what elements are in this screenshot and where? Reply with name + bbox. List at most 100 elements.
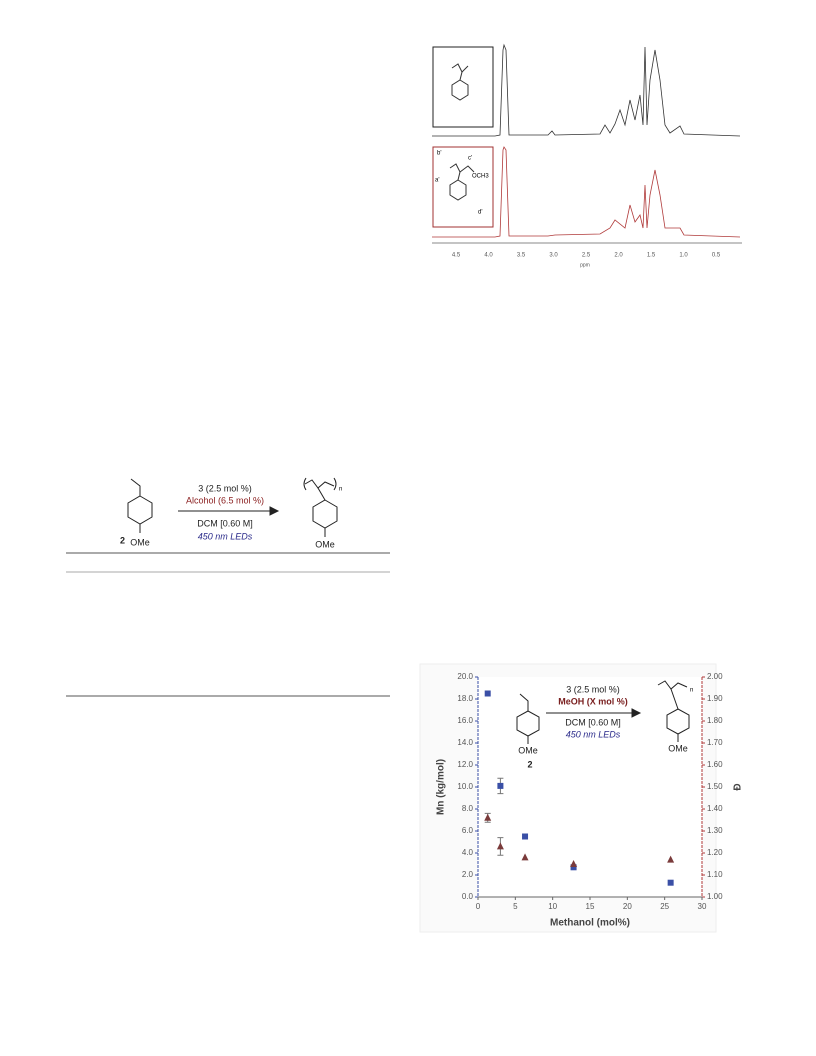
y-tick-label: 20.0 bbox=[457, 672, 473, 681]
ppm-title: ppm bbox=[580, 262, 590, 268]
x-tick-label: 25 bbox=[660, 902, 669, 911]
chain bbox=[451, 63, 469, 73]
plot-area bbox=[478, 677, 702, 897]
bond bbox=[459, 71, 463, 81]
y2-tick-label: 1.90 bbox=[707, 694, 723, 703]
table-rules bbox=[66, 552, 390, 697]
chain bbox=[304, 479, 335, 489]
substituent: OMe bbox=[130, 537, 150, 547]
arrowhead bbox=[269, 506, 280, 516]
ppm-label: 0.5 bbox=[712, 253, 721, 259]
vinyl bbox=[519, 693, 529, 711]
structure-label: b' bbox=[437, 151, 441, 157]
y-axis-title: Mn (kg/mol) bbox=[436, 759, 447, 815]
y2-tick-label: 1.20 bbox=[707, 848, 723, 857]
ring bbox=[449, 179, 467, 201]
y-tick-label: 14.0 bbox=[457, 738, 473, 747]
additive: Alcohol (6.5 mol %) bbox=[186, 495, 264, 505]
x-tick-label: 20 bbox=[623, 902, 632, 911]
arrowhead bbox=[631, 708, 642, 718]
ppm-label: 4.5 bbox=[452, 253, 461, 259]
point bbox=[570, 864, 577, 871]
y-tick-label: 8.0 bbox=[462, 804, 474, 813]
y2-tick-label: 1.30 bbox=[707, 826, 723, 835]
structure-label: c' bbox=[468, 156, 472, 162]
compound-label: 2 bbox=[527, 759, 532, 769]
point bbox=[497, 782, 504, 789]
spectrum-red bbox=[432, 146, 741, 238]
solvent: DCM [0.60 M] bbox=[197, 518, 253, 528]
x-axis-title: Methanol (mol%) bbox=[550, 918, 630, 929]
y2-tick-label: 1.70 bbox=[707, 738, 723, 747]
bond bbox=[317, 487, 326, 501]
y2-tick-label: 1.80 bbox=[707, 716, 723, 725]
point bbox=[484, 690, 491, 697]
chain bbox=[449, 163, 475, 173]
point bbox=[484, 813, 492, 821]
y2-tick-label: 1.00 bbox=[707, 892, 723, 901]
x-tick-label: 5 bbox=[513, 902, 518, 911]
y-tick-label: 4.0 bbox=[462, 848, 474, 857]
x-tick-label: 30 bbox=[698, 902, 707, 911]
y2-tick-label: 1.10 bbox=[707, 870, 723, 879]
y-tick-label: 12.0 bbox=[457, 760, 473, 769]
bracket bbox=[303, 477, 337, 491]
ppm-label: 1.0 bbox=[679, 253, 688, 259]
ring bbox=[451, 79, 469, 101]
ppm-label: 3.5 bbox=[517, 253, 526, 259]
ppm-label: 4.0 bbox=[484, 253, 493, 259]
x-tick-label: 15 bbox=[586, 902, 595, 911]
ppm-ticks: 4.5 4.0 3.5 3.0 2.5 2.0 1.5 1.0 0.5 bbox=[452, 253, 721, 259]
bond bbox=[457, 171, 461, 181]
point bbox=[570, 860, 578, 867]
y-tick-label: 18.0 bbox=[457, 694, 473, 703]
bond bbox=[670, 688, 679, 710]
point bbox=[522, 833, 529, 840]
point bbox=[521, 853, 529, 861]
ppm-label: 1.5 bbox=[647, 253, 656, 259]
y2-tick-label: 1.60 bbox=[707, 760, 723, 769]
compound-label: 2 bbox=[120, 535, 125, 545]
y-tick-label: 2.0 bbox=[462, 870, 474, 879]
ppm-label: 2.5 bbox=[582, 253, 591, 259]
y-tick-label: 10.0 bbox=[457, 782, 473, 791]
substituent: OMe bbox=[518, 745, 538, 755]
x-tick-label: 10 bbox=[548, 902, 557, 911]
vinyl bbox=[130, 478, 141, 496]
chart: 0.0 2.0 4.0 6.0 8.0 10.0 12.0 14.0 16.0 18.0 20.0 1… bbox=[436, 672, 744, 929]
light: 450 nm LEDs bbox=[198, 531, 253, 541]
additive: MeOH (X mol %) bbox=[558, 696, 628, 706]
ring bbox=[127, 495, 153, 525]
solvent: DCM [0.60 M] bbox=[565, 717, 621, 727]
point bbox=[667, 879, 674, 886]
x-tick-label: 0 bbox=[476, 902, 481, 911]
structure-box bbox=[432, 46, 494, 128]
repeat: n bbox=[339, 487, 342, 493]
nmr-figure bbox=[432, 43, 742, 244]
structure-label: OCH3 bbox=[472, 174, 489, 180]
scheme bbox=[127, 477, 338, 537]
ppm-label: 3.0 bbox=[549, 253, 558, 259]
structure-label: d' bbox=[478, 210, 482, 216]
substituent: OMe bbox=[668, 743, 688, 753]
y2-axis-title: Đ bbox=[733, 783, 744, 790]
y2-tick-label: 2.00 bbox=[707, 672, 723, 681]
y2-tick-label: 1.50 bbox=[707, 782, 723, 791]
point bbox=[667, 855, 675, 863]
substituent: OMe bbox=[315, 539, 335, 549]
point bbox=[496, 842, 504, 850]
repeat: n bbox=[690, 688, 693, 694]
light: 450 nm LEDs bbox=[566, 729, 621, 739]
spectrum-black bbox=[432, 43, 741, 137]
inset-scheme bbox=[516, 680, 690, 744]
structure-label: a' bbox=[435, 178, 439, 184]
catalyst: 3 (2.5 mol %) bbox=[198, 483, 252, 493]
ppm-label: 2.0 bbox=[614, 253, 623, 259]
y-tick-label: 6.0 bbox=[462, 826, 474, 835]
ring bbox=[312, 499, 338, 529]
y-tick-label: 16.0 bbox=[457, 716, 473, 725]
structure-box bbox=[432, 146, 494, 228]
catalyst: 3 (2.5 mol %) bbox=[566, 684, 620, 694]
